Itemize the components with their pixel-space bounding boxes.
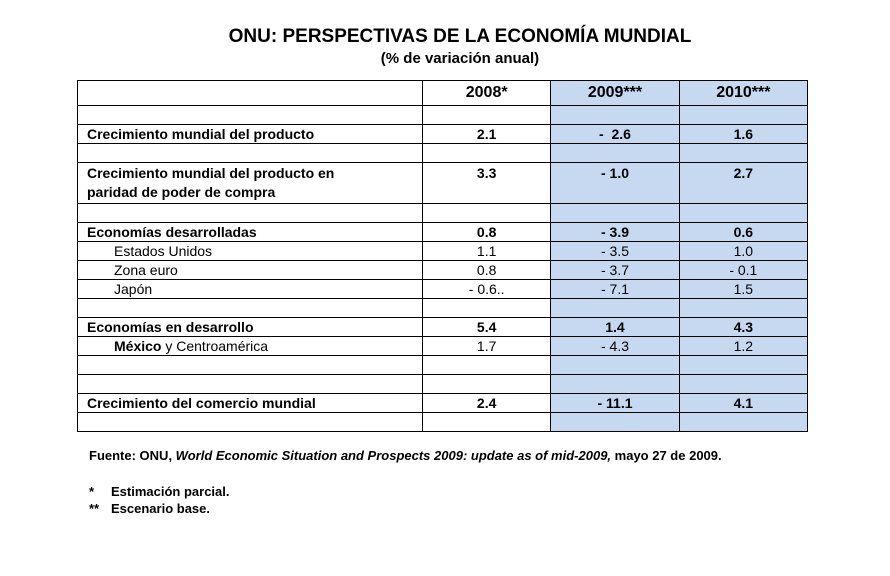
table-row: México y Centroamérica 1.7 - 4.3 1.2 <box>77 336 809 356</box>
cell-2010: 0.6 <box>678 222 809 242</box>
cell-2008: 0.8 <box>421 260 552 280</box>
cell-2008: - 0.6.. <box>421 279 552 299</box>
footnote: ** Escenario base. <box>89 501 210 516</box>
row-label-bold: México <box>114 338 162 354</box>
page-subtitle: (% de variación anual) <box>380 50 540 67</box>
table-row: Economías en desarrollo 5.4 1.4 4.3 <box>77 317 809 337</box>
cell-2009: - 3.7 <box>550 260 680 280</box>
cell-2008: 1.1 <box>421 241 552 261</box>
row-label: Economías desarrolladas <box>77 222 423 242</box>
footnote-text: Estimación parcial. <box>111 484 230 499</box>
source-note: Fuente: ONU, World Economic Situation an… <box>89 448 722 463</box>
row-label-line-1: Crecimiento mundial del producto en <box>87 165 335 181</box>
table-row: Estados Unidos 1.1 - 3.5 1.0 <box>77 241 809 261</box>
source-title: World Economic Situation and Prospects 2… <box>175 448 612 463</box>
row-label: Japón <box>77 279 423 299</box>
cell-2008: 2.4 <box>421 393 552 413</box>
row-label: Economías en desarrollo <box>77 317 423 337</box>
table-header-row: 2008* 2009*** 2010*** <box>77 80 809 106</box>
cell-2009: - 11.1 <box>550 393 680 413</box>
row-label: Zona euro <box>77 260 423 280</box>
spacer-row <box>77 355 809 375</box>
row-label-rest: y Centroamérica <box>161 338 269 354</box>
row-label: Crecimiento mundial del producto <box>77 124 423 144</box>
spacer-row <box>77 203 809 223</box>
cell-2010: - 0.1 <box>678 260 809 280</box>
row-label: Estados Unidos <box>77 241 423 261</box>
cell-2010: 1.5 <box>678 279 809 299</box>
cell-2008: 0.8 <box>421 222 552 242</box>
footnote-text: Escenario base. <box>111 501 210 516</box>
table-row: Crecimiento mundial del producto 2.1 - 2… <box>77 124 809 144</box>
table-row: Economías desarrolladas 0.8 - 3.9 0.6 <box>77 222 809 242</box>
footnote-mark: ** <box>89 501 100 516</box>
row-label: Crecimiento mundial del producto en parid… <box>77 162 423 204</box>
header-2010: 2010*** <box>678 80 809 106</box>
header-2009: 2009*** <box>550 80 680 106</box>
cell-2008: 3.3 <box>421 162 552 204</box>
cell-2009: 1.4 <box>550 317 680 337</box>
cell-2009: - 7.1 <box>550 279 680 299</box>
row-label-line-2: paridad de poder de compra <box>87 184 276 200</box>
cell-2009: - 3.9 <box>550 222 680 242</box>
cell-2010: 1.2 <box>678 336 809 356</box>
row-label: México y Centroamérica <box>77 336 423 356</box>
cell-2010: 4.3 <box>678 317 809 337</box>
cell-2009: - 2.6 <box>550 124 680 144</box>
header-cell-empty <box>77 80 423 106</box>
spacer-row <box>77 412 809 432</box>
table-row: Crecimiento mundial del producto en parid… <box>77 162 809 204</box>
spacer-row <box>77 298 809 318</box>
spacer-row <box>77 105 809 125</box>
cell-2008: 5.4 <box>421 317 552 337</box>
row-label: Crecimiento del comercio mundial <box>77 393 423 413</box>
cell-2009: - 3.5 <box>550 241 680 261</box>
table-row: Japón - 0.6.. - 7.1 1.5 <box>77 279 809 299</box>
cell-2010: 4.1 <box>678 393 809 413</box>
cell-2010: 1.0 <box>678 241 809 261</box>
footnote: * Estimación parcial. <box>89 484 230 499</box>
cell-2008: 1.7 <box>421 336 552 356</box>
cell-2009: - 4.3 <box>550 336 680 356</box>
source-suffix: mayo 27 de 2009. <box>611 448 722 463</box>
spacer-row <box>77 374 809 394</box>
source-prefix: Fuente: ONU, <box>89 448 176 463</box>
cell-2010: 1.6 <box>678 124 809 144</box>
cell-2008: 2.1 <box>421 124 552 144</box>
page-title: ONU: PERSPECTIVAS DE LA ECONOMÍA MUNDIAL <box>228 26 692 47</box>
cell-2010: 2.7 <box>678 162 809 204</box>
footnote-mark: * <box>89 484 95 499</box>
table-row: Zona euro 0.8 - 3.7 - 0.1 <box>77 260 809 280</box>
table-row: Crecimiento del comercio mundial 2.4 - 1… <box>77 393 809 413</box>
header-2008: 2008* <box>421 80 552 106</box>
economic-outlook-table: 2008* 2009*** 2010*** Crecimiento mundia… <box>77 80 809 432</box>
spacer-row <box>77 143 809 163</box>
cell-2009: - 1.0 <box>550 162 680 204</box>
